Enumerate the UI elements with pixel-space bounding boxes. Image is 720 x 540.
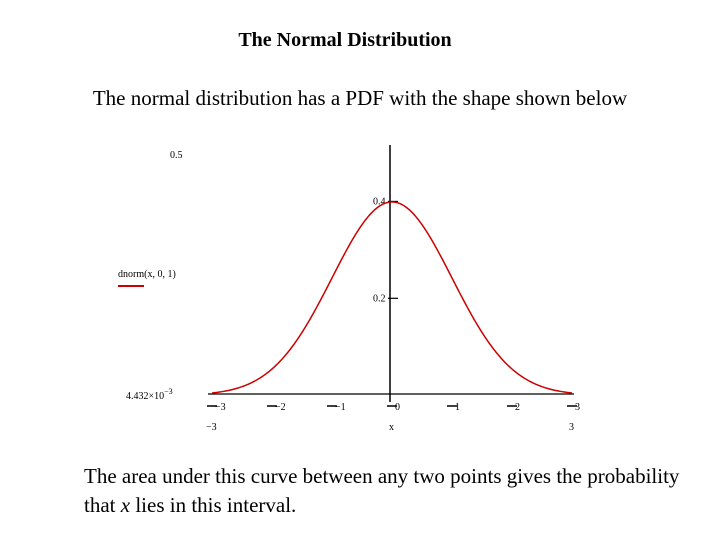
y-min-mantissa: 4.432×10 (126, 391, 164, 402)
x-tick-label: 1 (455, 402, 460, 413)
x-max-label: 3 (569, 422, 574, 433)
axes (208, 145, 574, 402)
x-ticks: −3 −2 −1 0 1 2 3 (207, 402, 580, 413)
x-min-label: −3 (206, 422, 217, 433)
x-tick-label: −3 (215, 402, 226, 413)
x-tick-label: 3 (575, 402, 580, 413)
footer-note-prefix: The area under this curve between any tw… (84, 464, 680, 517)
y-max-label: 0.5 (170, 150, 183, 161)
x-axis-label: x (389, 422, 394, 433)
page-title: The Normal Distribution (238, 29, 452, 51)
y-min-label: 4.432×10−3 (126, 387, 173, 402)
intro-text: The normal distribution has a PDF with t… (92, 86, 628, 110)
x-tick-label: 0 (395, 402, 400, 413)
footer-note-variable: x (120, 493, 131, 517)
y-tick-label: 0.4 (373, 196, 386, 207)
series-line-dnorm (211, 201, 573, 394)
x-tick-label: −2 (275, 402, 286, 413)
footer-note-suffix: lies in this interval. (130, 493, 297, 517)
footer-note: The area under this curve between any tw… (84, 462, 684, 520)
x-tick-label: −1 (335, 402, 346, 413)
y-tick-label: 0.2 (373, 293, 386, 304)
legend-label: dnorm(x, 0, 1) (118, 269, 176, 280)
x-tick-label: 2 (515, 402, 520, 413)
series-layer (211, 201, 573, 394)
y-min-exponent: −3 (164, 387, 173, 396)
y-ticks: 0.2 0.4 (373, 196, 398, 304)
